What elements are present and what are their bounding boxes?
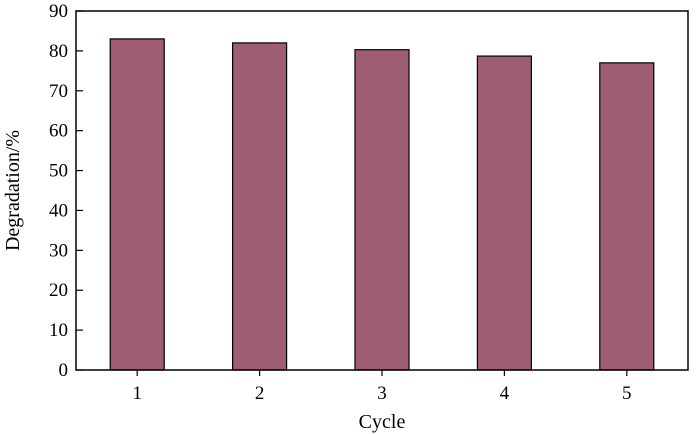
x-axis-ticks: 1 2 3 4 5	[132, 370, 632, 404]
y-tick-label: 80	[49, 41, 68, 62]
y-axis-title: Degradation/%	[2, 130, 24, 251]
y-tick-label: 60	[49, 121, 68, 142]
y-tick-label: 10	[49, 320, 68, 341]
y-tick-label: 0	[59, 360, 69, 381]
x-tick-label: 4	[500, 383, 510, 404]
y-tick-label: 90	[49, 1, 68, 22]
bar-cycle-5	[599, 62, 655, 371]
y-tick-label: 70	[49, 81, 68, 102]
y-tick-label: 50	[49, 161, 68, 182]
bar-cycle-3	[354, 49, 410, 371]
x-tick-label: 1	[132, 383, 142, 404]
y-tick-label: 40	[49, 200, 68, 221]
x-tick-label: 3	[377, 383, 387, 404]
x-axis-title: Cycle	[359, 411, 406, 433]
y-tick-label: 30	[49, 240, 68, 261]
bars-group	[109, 38, 655, 371]
bar-cycle-4	[476, 55, 532, 371]
bar-cycle-1	[109, 38, 165, 371]
bar-cycle-2	[232, 42, 288, 371]
y-axis-ticks: 0 10 20 30 40 50 60 70 80 90	[49, 1, 83, 381]
x-tick-label: 5	[622, 383, 632, 404]
y-tick-label: 20	[49, 280, 68, 301]
x-tick-label: 2	[255, 383, 265, 404]
